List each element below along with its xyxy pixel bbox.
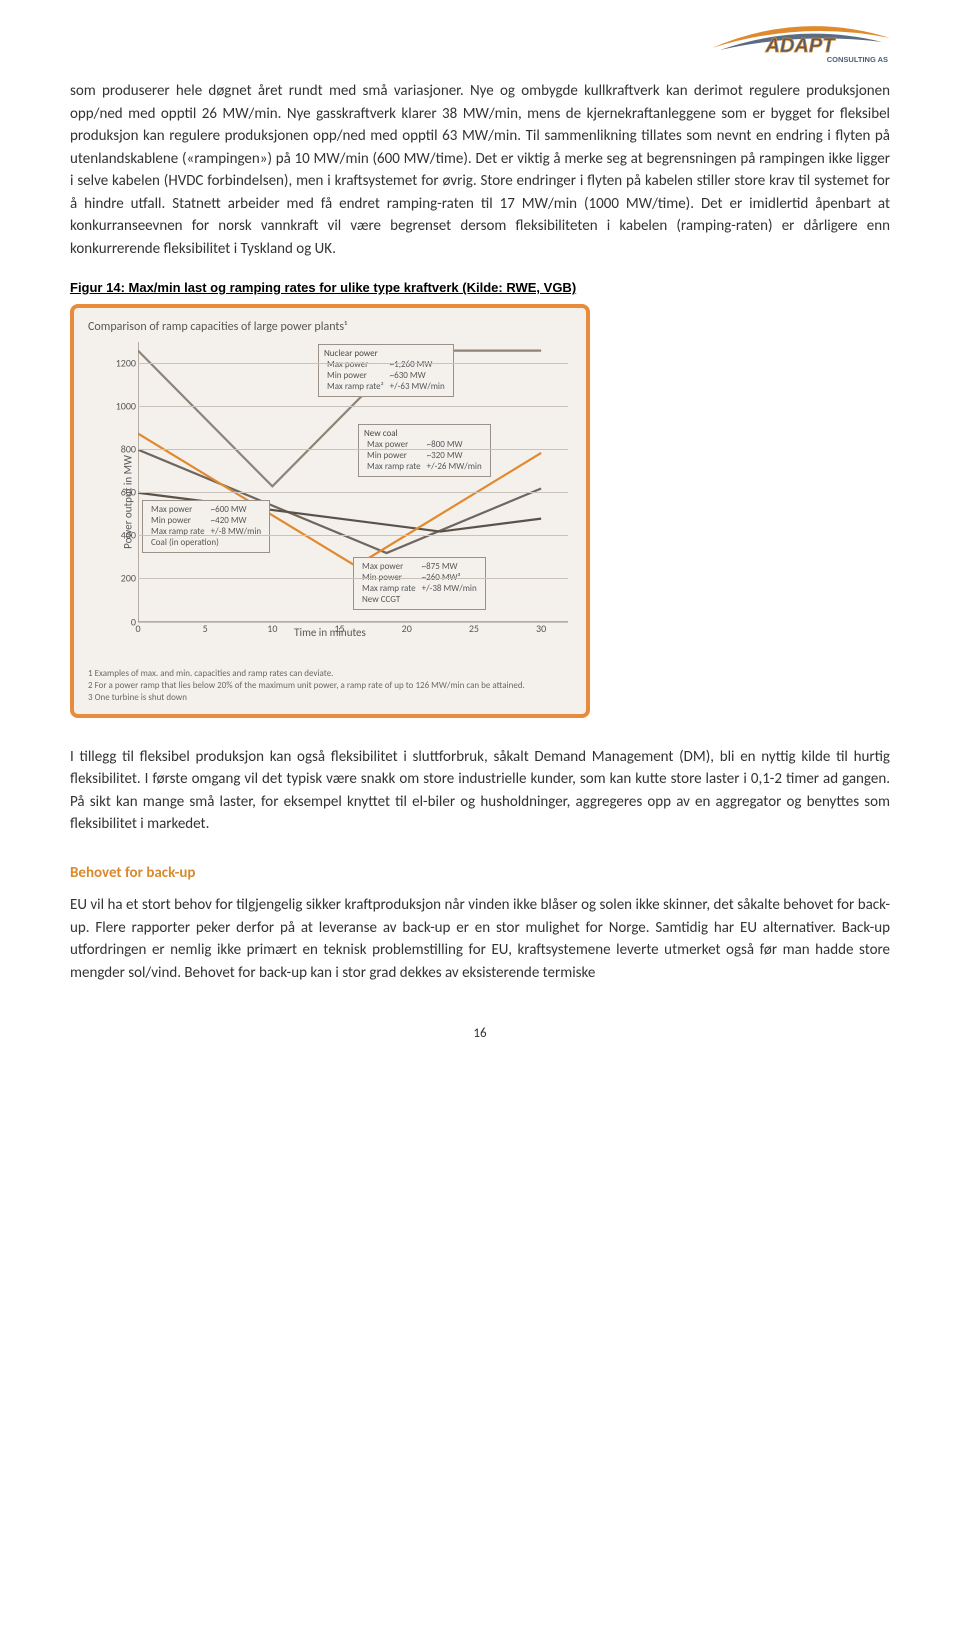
gridline bbox=[138, 578, 568, 579]
gridline bbox=[138, 492, 568, 493]
y-tick: 400 bbox=[114, 528, 136, 543]
info-box: Max power~875 MWMin power~260 MW³Max ram… bbox=[353, 557, 486, 610]
y-tick: 200 bbox=[114, 571, 136, 586]
logo-sub: CONSULTING AS bbox=[827, 55, 888, 64]
y-tick: 600 bbox=[114, 485, 136, 500]
gridline bbox=[138, 535, 568, 536]
chart-footnotes: 1 Examples of max. and min. capacities a… bbox=[88, 668, 572, 704]
x-tick: 30 bbox=[536, 621, 546, 636]
paragraph-1: som produserer hele døgnet året rundt me… bbox=[70, 80, 890, 260]
company-logo: ADAPT CONSULTING AS bbox=[700, 18, 900, 66]
y-tick: 1000 bbox=[114, 399, 136, 414]
footnote: 3 One turbine is shut down bbox=[88, 692, 572, 704]
footnote: 1 Examples of max. and min. capacities a… bbox=[88, 668, 572, 680]
gridline bbox=[138, 406, 568, 407]
section-heading-backup: Behovet for back-up bbox=[70, 862, 890, 885]
paragraph-3: EU vil ha et stort behov for tilgjengeli… bbox=[70, 894, 890, 984]
figure-caption: Figur 14: Max/min last og ramping rates … bbox=[70, 278, 890, 298]
chart-title: Comparison of ramp capacities of large p… bbox=[88, 318, 572, 336]
x-tick: 25 bbox=[469, 621, 479, 636]
x-tick: 5 bbox=[203, 621, 208, 636]
y-tick: 0 bbox=[114, 614, 136, 629]
footnote: 2 For a power ramp that lies below 20% o… bbox=[88, 680, 572, 692]
x-tick: 15 bbox=[334, 621, 344, 636]
x-axis-label: Time in minutes bbox=[294, 625, 366, 642]
ramp-chart: Comparison of ramp capacities of large p… bbox=[70, 304, 590, 718]
y-tick: 800 bbox=[114, 442, 136, 457]
gridline bbox=[138, 363, 568, 364]
x-tick: 0 bbox=[135, 621, 140, 636]
x-tick: 10 bbox=[267, 621, 277, 636]
info-box: Nuclear powerMax power~1,260 MWMin power… bbox=[318, 344, 454, 397]
x-tick: 20 bbox=[402, 621, 412, 636]
gridline bbox=[138, 449, 568, 450]
info-box: Max power~600 MWMin power~420 MWMax ramp… bbox=[142, 500, 270, 553]
y-tick: 1200 bbox=[114, 356, 136, 371]
page-number: 16 bbox=[70, 1024, 890, 1044]
paragraph-2: I tillegg til fleksibel produksjon kan o… bbox=[70, 746, 890, 836]
logo-name: ADAPT bbox=[765, 35, 837, 57]
